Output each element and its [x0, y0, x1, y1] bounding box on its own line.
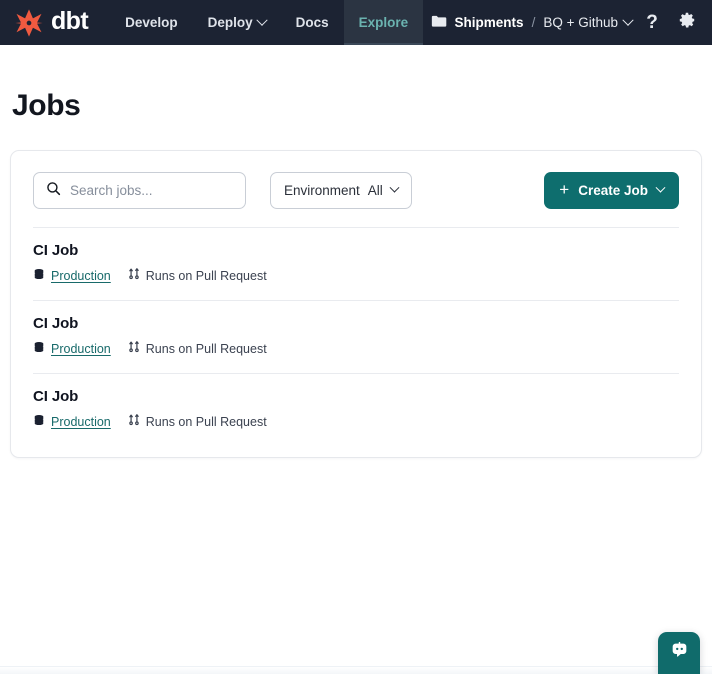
job-meta: Production [33, 340, 679, 358]
search-jobs-input[interactable] [70, 183, 233, 198]
nav-item-deploy-label: Deploy [207, 15, 253, 30]
database-icon [33, 267, 45, 285]
nav-item-docs-label: Docs [295, 15, 329, 30]
job-name: CI Job [33, 242, 79, 259]
database-icon [33, 413, 45, 431]
nav-item-explore-label: Explore [358, 15, 409, 30]
search-icon [46, 181, 61, 201]
jobs-toolbar: Environment All + Create Job [11, 151, 701, 209]
breadcrumb: Shipments / BQ + Github [431, 14, 634, 31]
jobs-list: CI Job Production [33, 227, 679, 446]
job-trigger: Runs on Pull Request [128, 267, 267, 285]
job-list-item[interactable]: CI Job Production [33, 300, 679, 373]
chevron-down-icon [255, 14, 268, 26]
environment-filter-label: Environment [284, 183, 360, 198]
breadcrumb-project-label: BQ + Github [543, 15, 618, 30]
page-body: Jobs Environment All + Create Job [0, 89, 712, 458]
job-environment-link[interactable]: Production [51, 269, 111, 283]
gear-icon [678, 11, 696, 34]
create-job-button[interactable]: + Create Job [544, 172, 679, 209]
main-nav-items: Develop Deploy Docs Explore [110, 0, 424, 45]
breadcrumb-account[interactable]: Shipments [454, 15, 524, 30]
nav-item-docs[interactable]: Docs [281, 0, 344, 45]
job-environment-link[interactable]: Production [51, 342, 111, 356]
breadcrumb-separator: / [531, 15, 536, 30]
plus-icon: + [559, 180, 570, 199]
page-footer-edge [0, 666, 712, 674]
job-environment[interactable]: Production [33, 267, 111, 285]
job-trigger-text: Runs on Pull Request [145, 342, 267, 356]
question-mark-icon: ? [646, 12, 658, 33]
nav-item-develop-label: Develop [125, 15, 178, 30]
pull-request-icon [128, 340, 140, 358]
job-meta: Production [33, 413, 679, 431]
chevron-down-icon [389, 182, 400, 193]
dbt-logo-icon [14, 8, 44, 38]
job-name: CI Job [33, 388, 79, 405]
job-list-item[interactable]: CI Job Production [33, 227, 679, 300]
job-trigger-text: Runs on Pull Request [145, 269, 267, 283]
job-trigger: Runs on Pull Request [128, 413, 267, 431]
brand-name: dbt [51, 7, 89, 35]
environment-filter-value: All [367, 183, 383, 198]
help-button[interactable]: ? [637, 8, 667, 38]
chevron-down-icon [655, 182, 666, 193]
breadcrumb-project-selector[interactable]: BQ + Github [543, 14, 634, 30]
chat-support-button[interactable] [658, 632, 700, 674]
nav-item-deploy[interactable]: Deploy [193, 0, 281, 45]
job-trigger: Runs on Pull Request [128, 340, 267, 358]
pull-request-icon [128, 413, 140, 431]
job-environment[interactable]: Production [33, 340, 111, 358]
nav-right-cluster: Shipments / BQ + Github ? [431, 0, 712, 45]
page-title: Jobs [12, 89, 81, 122]
settings-button[interactable] [672, 8, 702, 38]
dbt-brand-logo[interactable]: dbt [0, 0, 89, 45]
nav-item-explore[interactable]: Explore [343, 0, 424, 45]
job-environment-link[interactable]: Production [51, 415, 111, 429]
top-navigation-bar: dbt Develop Deploy Docs Explore Shipment… [0, 0, 712, 45]
environment-filter-dropdown[interactable]: Environment All [270, 172, 412, 209]
jobs-card: Environment All + Create Job CI Job [10, 150, 702, 458]
database-icon [33, 340, 45, 358]
search-jobs-box[interactable] [33, 172, 246, 209]
create-job-label: Create Job [578, 183, 648, 198]
folder-icon [431, 14, 448, 31]
job-list-item[interactable]: CI Job Production [33, 373, 679, 446]
job-meta: Production [33, 267, 679, 285]
job-trigger-text: Runs on Pull Request [145, 415, 267, 429]
pull-request-icon [128, 267, 140, 285]
nav-item-develop[interactable]: Develop [110, 0, 193, 45]
chat-bot-icon [669, 640, 690, 666]
chevron-down-icon [622, 14, 634, 26]
job-name: CI Job [33, 315, 79, 332]
job-environment[interactable]: Production [33, 413, 111, 431]
